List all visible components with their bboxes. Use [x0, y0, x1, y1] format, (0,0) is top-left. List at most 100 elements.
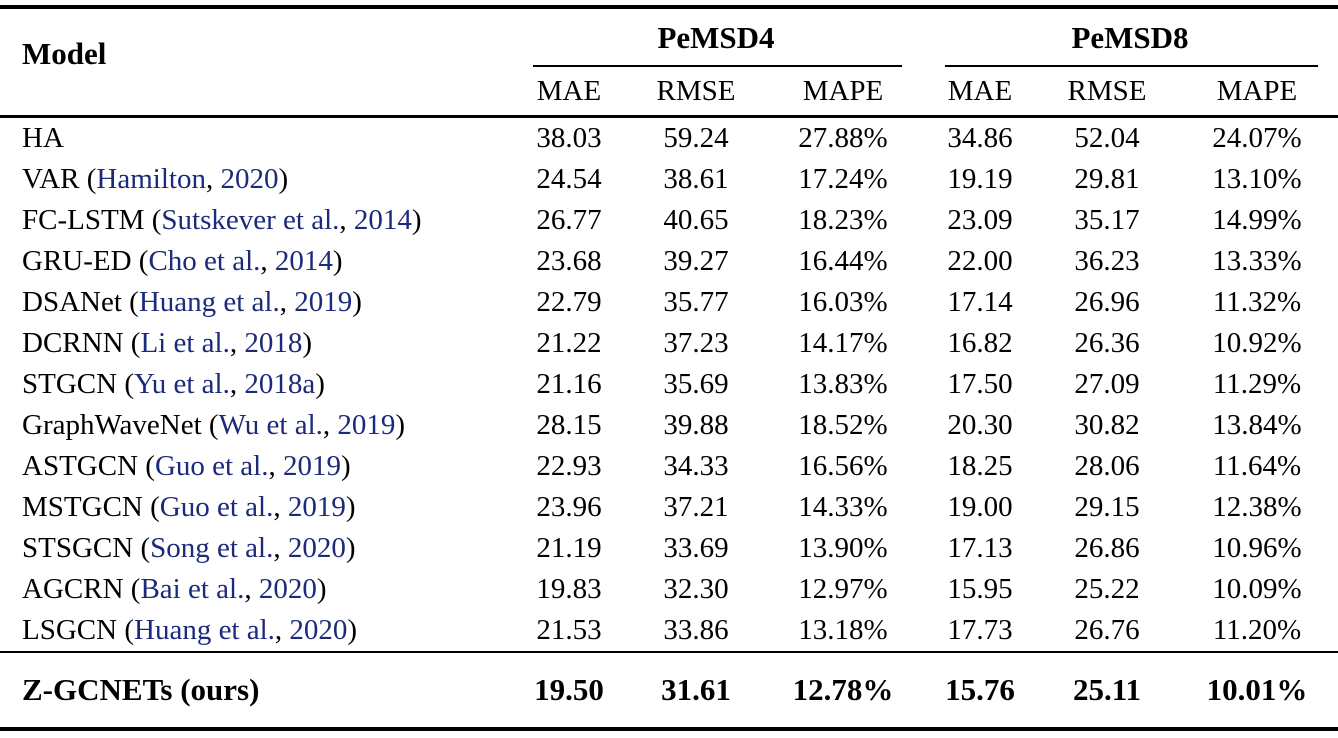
- metric-value: 40.65: [663, 204, 729, 236]
- model-name: VAR: [22, 163, 80, 195]
- citation-close-paren: ): [332, 245, 343, 277]
- metric-value: 34.86: [947, 122, 1013, 154]
- citation: (Huang et al., 2019): [122, 286, 362, 318]
- metric-value: 27.09: [1074, 368, 1140, 400]
- citation-year-link[interactable]: 2020: [289, 614, 348, 646]
- group-label-pemsd8: PeMSD8: [1071, 20, 1189, 55]
- metric-value: 16.82: [947, 327, 1013, 359]
- metric-value: 15.95: [947, 573, 1013, 605]
- citation-open-paren: (: [121, 286, 139, 318]
- model-name: STSGCN: [22, 532, 134, 564]
- metric-value: 38.61: [663, 163, 729, 195]
- citation-year-link[interactable]: 2019: [287, 491, 346, 523]
- ours-value: 19.50: [534, 672, 604, 707]
- metric-value: 17.73: [947, 614, 1013, 646]
- citation-year-link[interactable]: 2014: [274, 245, 333, 277]
- citation-link[interactable]: Huang et al.: [134, 614, 275, 646]
- metric-value: 35.17: [1074, 204, 1140, 236]
- metric-value: 11.32%: [1212, 286, 1302, 318]
- citation-open-paren: (: [123, 573, 141, 605]
- metric-value: 19.00: [947, 491, 1013, 523]
- metric-value: 37.21: [663, 491, 729, 523]
- table-row: STGCN (Yu et al., 2018a) 21.16 35.69 13.…: [0, 364, 1338, 405]
- results-table: Model PeMSD4 PeMSD8 MAE RMSE MAPE MAE RM…: [0, 5, 1338, 731]
- citation-open-paren: (: [79, 163, 97, 195]
- metric-value: 24.54: [536, 163, 602, 195]
- metric-value: 23.68: [536, 245, 602, 277]
- model-name: GraphWaveNet: [22, 409, 202, 441]
- citation-link[interactable]: Hamilton: [96, 163, 206, 195]
- table-row: DCRNN (Li et al., 2018) 21.22 37.23 14.1…: [0, 323, 1338, 364]
- citation-year-link[interactable]: 2020: [287, 532, 346, 564]
- table-row: STSGCN (Song et al., 2020) 21.19 33.69 1…: [0, 528, 1338, 569]
- metric-value: 18.52%: [798, 409, 888, 441]
- metric-value: 14.33%: [798, 491, 888, 523]
- metric-value: 26.96: [1074, 286, 1140, 318]
- metric-value: 18.23%: [798, 204, 888, 236]
- citation-close-paren: ): [345, 491, 356, 523]
- citation-link[interactable]: Song et al.: [150, 532, 274, 564]
- citation-open-paren: (: [131, 245, 149, 277]
- metric-value: 33.69: [663, 532, 729, 564]
- metric-value: 23.96: [536, 491, 602, 523]
- col-header-pemsd4-rmse: RMSE: [656, 74, 736, 107]
- metric-value: 30.82: [1074, 409, 1140, 441]
- citation-close-paren: ): [352, 286, 362, 318]
- citation-year-link[interactable]: 2018a: [244, 368, 316, 400]
- model-name: MSTGCN: [22, 491, 143, 523]
- ours-value: 12.78%: [792, 672, 894, 707]
- citation-year-link[interactable]: 2019: [283, 450, 341, 482]
- citation: (Hamilton, 2020): [79, 163, 288, 195]
- citation-link[interactable]: Huang et al.: [138, 286, 280, 318]
- metric-value: 18.25: [947, 450, 1013, 482]
- metric-value: 32.30: [663, 573, 729, 605]
- metric-value: 19.19: [947, 163, 1013, 195]
- citation-link[interactable]: Li et al.: [140, 327, 230, 359]
- citation: (Li et al., 2018): [124, 327, 312, 359]
- citation-separator: ,: [274, 614, 290, 646]
- citation-year-link[interactable]: 2020: [220, 163, 279, 195]
- citation-close-paren: ): [315, 368, 325, 400]
- metric-value: 14.17%: [798, 327, 888, 359]
- metric-value: 13.90%: [798, 532, 888, 564]
- metric-value: 21.53: [536, 614, 602, 646]
- citation-separator: ,: [279, 286, 295, 318]
- citation-year-link[interactable]: 2020: [258, 573, 317, 605]
- metric-value: 26.36: [1074, 327, 1140, 359]
- metric-value: 10.92%: [1212, 327, 1302, 359]
- metric-value: 21.16: [536, 368, 602, 400]
- citation-separator: ,: [229, 327, 245, 359]
- metric-value: 34.33: [663, 450, 729, 482]
- citation-link[interactable]: Cho et al.: [148, 245, 261, 277]
- citation-year-link[interactable]: 2014: [353, 204, 412, 236]
- citation-link[interactable]: Sutskever et al.: [161, 204, 340, 236]
- citation-link[interactable]: Yu et al.: [134, 368, 230, 400]
- citation-year-link[interactable]: 2018: [244, 327, 303, 359]
- citation-link[interactable]: Wu et al.: [218, 409, 323, 441]
- table-row: ASTGCN (Guo et al., 2019) 22.93 34.33 16…: [0, 446, 1338, 487]
- metric-value: 22.93: [536, 450, 602, 482]
- citation-year-link[interactable]: 2019: [337, 409, 396, 441]
- model-name: AGCRN: [22, 573, 124, 605]
- table-body: HA 38.03 59.24 27.88% 34.86 52.04 24.07%…: [0, 117, 1338, 652]
- col-header-pemsd4-mae: MAE: [536, 74, 602, 107]
- table-row: MSTGCN (Guo et al., 2019) 23.96 37.21 14…: [0, 487, 1338, 528]
- cmidrule-pemsd4: [533, 65, 902, 67]
- citation-year-link[interactable]: 2019: [294, 286, 353, 318]
- model-cell: DSANet (Huang et al., 2019): [0, 282, 510, 323]
- model-name: HA: [22, 122, 64, 154]
- model-cell: VAR (Hamilton, 2020): [0, 159, 510, 200]
- metric-value: 52.04: [1074, 122, 1140, 154]
- citation-link[interactable]: Guo et al.: [159, 491, 274, 523]
- metric-value: 26.76: [1074, 614, 1140, 646]
- metric-value: 16.44%: [798, 245, 888, 277]
- citation-separator: ,: [273, 491, 288, 523]
- citation-link[interactable]: Bai et al.: [140, 573, 245, 605]
- metric-value: 20.30: [947, 409, 1013, 441]
- group-header-pemsd8: PeMSD8: [922, 7, 1338, 67]
- metric-value: 24.07%: [1212, 122, 1302, 154]
- metric-value: 13.84%: [1212, 409, 1302, 441]
- metric-value: 39.27: [663, 245, 729, 277]
- citation-link[interactable]: Guo et al.: [154, 450, 269, 482]
